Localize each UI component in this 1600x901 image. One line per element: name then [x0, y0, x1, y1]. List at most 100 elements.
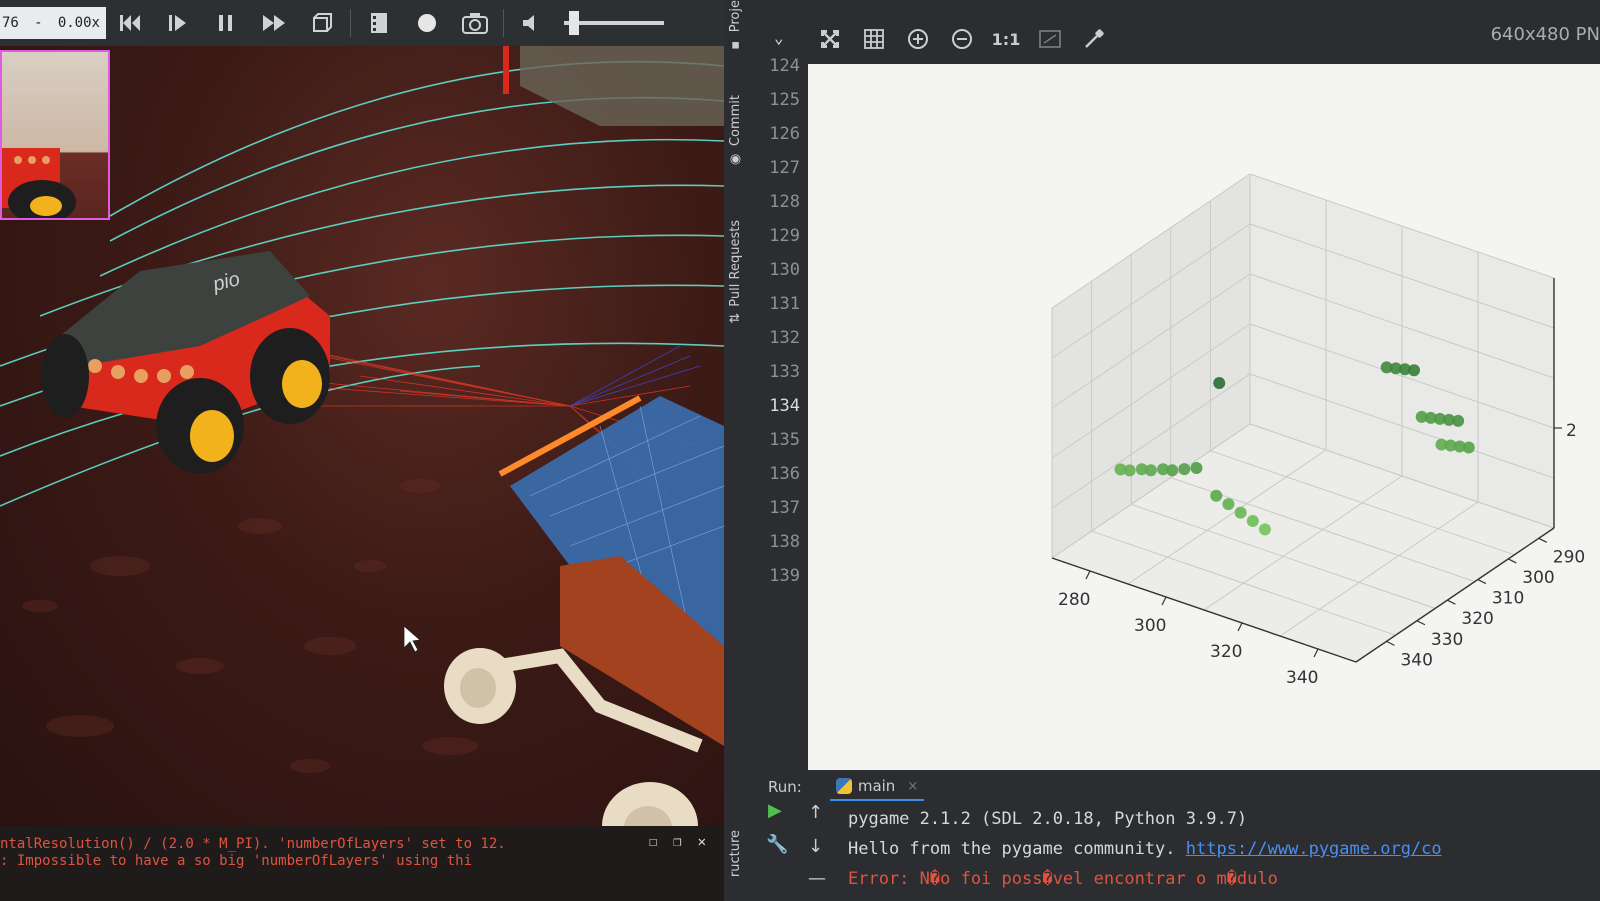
y-tick-label: 340	[1400, 650, 1432, 670]
run-label: Run:	[768, 778, 802, 796]
data-point	[1166, 464, 1179, 477]
toolbar-separator	[503, 9, 504, 37]
grid-line	[1051, 323, 1251, 459]
data-point	[1144, 464, 1157, 477]
data-point	[1234, 506, 1247, 519]
y-tick	[1538, 537, 1548, 543]
volume-slider[interactable]	[564, 11, 664, 35]
data-point	[1246, 515, 1259, 527]
zoom-in-icon[interactable]	[896, 19, 940, 59]
mouse-cursor	[403, 625, 421, 653]
line-number: 129	[769, 226, 800, 246]
grid-line	[1051, 373, 1251, 509]
data-point	[1157, 463, 1170, 476]
grid-line	[1249, 423, 1555, 529]
color-picker-icon[interactable]	[1072, 19, 1116, 59]
x-tick	[1237, 622, 1243, 632]
data-point	[1408, 364, 1421, 377]
pause-icon[interactable]	[202, 0, 250, 46]
grid-line	[1051, 273, 1251, 409]
console-line: : Impossible to have a so big 'numberOfL…	[0, 853, 473, 869]
tab-pull-requests[interactable]: ⇅ Pull Requests	[728, 220, 743, 324]
grid-line	[1203, 475, 1403, 611]
run-tab-label: main	[857, 777, 896, 795]
data-point	[1433, 412, 1446, 425]
fast-forward-icon[interactable]	[250, 0, 298, 46]
line-number: 130	[769, 260, 800, 280]
restore-icon[interactable]: ❐	[673, 834, 682, 850]
chevron-down-icon[interactable]: ⌄	[774, 28, 784, 47]
data-point	[1222, 498, 1235, 511]
line-number: 136	[769, 464, 800, 484]
axis-line	[1051, 557, 1357, 663]
x-tick-label: 300	[1134, 616, 1166, 636]
tab-project[interactable]: ▪ Proje	[728, 0, 743, 53]
record-icon[interactable]	[403, 0, 451, 46]
run-tool-window-header: Run: main ×	[756, 770, 1600, 804]
output-line: pygame 2.1.2 (SDL 2.0.18, Python 3.9.7)	[848, 809, 1248, 829]
data-point	[1444, 439, 1457, 452]
data-point	[1190, 462, 1203, 475]
volume-slider-knob[interactable]	[568, 11, 579, 35]
screenshot-icon[interactable]	[451, 0, 499, 46]
reset-view-icon[interactable]	[298, 0, 346, 46]
y-tick	[1508, 558, 1517, 564]
stop-icon[interactable]: —	[808, 868, 826, 889]
close-icon[interactable]: ✕	[697, 834, 706, 850]
ide-left-tool-strip: ▪ Proje ◉ Commit ⇅ Pull Requests ructure	[724, 0, 756, 901]
step-back-icon[interactable]	[106, 0, 154, 46]
data-point	[1443, 413, 1456, 426]
simulation-speed: 0.00x	[57, 15, 100, 31]
y-tick-label: 320	[1461, 609, 1493, 629]
tab-structure[interactable]: ructure	[728, 830, 743, 877]
3d-scene-view[interactable]: pio	[0, 46, 724, 870]
grid-line	[1249, 273, 1555, 379]
pull-request-icon: ⇅	[728, 312, 743, 324]
zoom-out-icon[interactable]	[940, 19, 984, 59]
line-number-gutter: ⌄ 124 125 126 127 128 129 130 131 132 133 134 135 13…	[756, 0, 808, 770]
step-icon[interactable]	[154, 0, 202, 46]
console-window-controls: ☐ ❐ ✕	[649, 834, 706, 851]
simulation-time-display: 76 - 0.00x	[0, 7, 106, 39]
actual-size-icon[interactable]: 1:1	[991, 29, 1021, 49]
output-error-line: Error: N�o foi poss�vel encontrar o m�du…	[848, 869, 1278, 889]
data-point	[1462, 441, 1475, 454]
run-tab-main[interactable]: main ×	[829, 773, 925, 801]
data-point	[1213, 377, 1226, 390]
x-tick-label: 340	[1286, 668, 1318, 688]
x-tick-label: 320	[1210, 642, 1242, 662]
image-viewer-toolbar: 1:1 640x480 PN	[808, 14, 1600, 64]
x-tick	[1313, 648, 1319, 658]
line-number: 139	[769, 566, 800, 586]
data-point	[1424, 411, 1437, 424]
grid-line	[1279, 501, 1479, 637]
grid-line	[1091, 530, 1396, 636]
fit-screen-icon[interactable]	[808, 19, 852, 59]
image-preview-panel: 280 300 320 340 290 300 310 320 330 340 2	[808, 64, 1600, 770]
close-tab-icon[interactable]: ×	[907, 778, 919, 794]
image-size-info: 640x480 PN	[1490, 24, 1600, 45]
data-point	[1389, 362, 1402, 375]
line-number: 131	[769, 294, 800, 314]
plot-pane	[1052, 174, 1250, 558]
background-icon[interactable]	[1028, 19, 1072, 59]
arrow-up-icon[interactable]: ↑	[808, 802, 824, 823]
grid-icon[interactable]	[852, 19, 896, 59]
record-movie-icon[interactable]	[355, 0, 403, 46]
mute-icon[interactable]	[508, 0, 556, 46]
output-line: Hello from the pygame community. https:/…	[848, 834, 1600, 864]
tab-commit[interactable]: ◉ Commit	[728, 95, 743, 167]
tab-commit-label: Commit	[728, 95, 743, 147]
arrow-down-icon[interactable]: ↓	[808, 836, 824, 857]
simulator-toolbar: 76 - 0.00x	[0, 0, 724, 46]
wrench-icon[interactable]: 🔧	[766, 834, 789, 855]
minimize-icon[interactable]: ☐	[648, 834, 658, 850]
pygame-link[interactable]: https://www.pygame.org/co	[1185, 839, 1442, 859]
camera-overlay[interactable]	[0, 50, 110, 224]
line-number: 124	[769, 56, 800, 76]
line-number: 125	[769, 90, 800, 110]
run-console-output: pygame 2.1.2 (SDL 2.0.18, Python 3.9.7) …	[848, 804, 1600, 901]
run-icon[interactable]: ▶	[768, 800, 782, 821]
time-separator: -	[34, 15, 43, 31]
